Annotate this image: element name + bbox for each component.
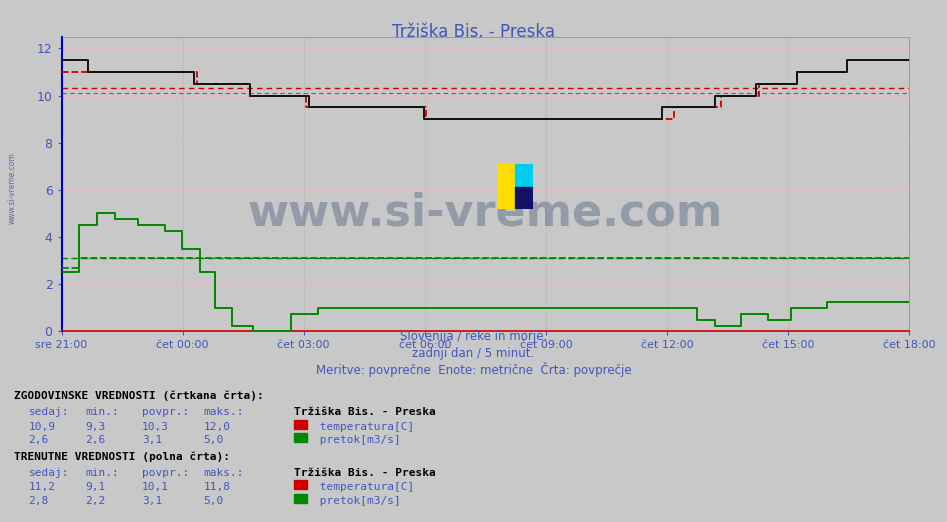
Text: 10,3: 10,3 xyxy=(142,422,170,432)
Text: 10,9: 10,9 xyxy=(28,422,56,432)
Text: 9,3: 9,3 xyxy=(85,422,105,432)
Text: Tržiška Bis. - Preska: Tržiška Bis. - Preska xyxy=(294,407,436,417)
Text: temperatura[C]: temperatura[C] xyxy=(313,422,414,432)
Text: 2,6: 2,6 xyxy=(85,435,105,445)
Text: www.si-vreme.com: www.si-vreme.com xyxy=(248,192,723,235)
Text: 5,0: 5,0 xyxy=(204,496,223,506)
Text: min.:: min.: xyxy=(85,468,119,478)
Bar xyxy=(497,164,515,209)
Text: pretok[m3/s]: pretok[m3/s] xyxy=(313,496,401,506)
Text: 2,8: 2,8 xyxy=(28,496,48,506)
Text: 2,6: 2,6 xyxy=(28,435,48,445)
Text: 5,0: 5,0 xyxy=(204,435,223,445)
Text: Meritve: povprečne  Enote: metrične  Črta: povprečje: Meritve: povprečne Enote: metrične Črta:… xyxy=(315,362,632,377)
Text: 3,1: 3,1 xyxy=(142,435,162,445)
Text: ZGODOVINSKE VREDNOSTI (črtkana črta):: ZGODOVINSKE VREDNOSTI (črtkana črta): xyxy=(14,391,264,401)
Text: povpr.:: povpr.: xyxy=(142,407,189,417)
Text: zadnji dan / 5 minut.: zadnji dan / 5 minut. xyxy=(412,347,535,360)
Text: 3,1: 3,1 xyxy=(142,496,162,506)
Text: sedaj:: sedaj: xyxy=(28,407,69,417)
Text: maks.:: maks.: xyxy=(204,407,244,417)
Text: min.:: min.: xyxy=(85,407,119,417)
Text: 2,2: 2,2 xyxy=(85,496,105,506)
Bar xyxy=(515,164,533,187)
Text: sedaj:: sedaj: xyxy=(28,468,69,478)
Text: pretok[m3/s]: pretok[m3/s] xyxy=(313,435,401,445)
Text: povpr.:: povpr.: xyxy=(142,468,189,478)
Text: maks.:: maks.: xyxy=(204,468,244,478)
Text: 10,1: 10,1 xyxy=(142,482,170,492)
Text: 9,1: 9,1 xyxy=(85,482,105,492)
Text: 11,8: 11,8 xyxy=(204,482,231,492)
Text: TRENUTNE VREDNOSTI (polna črta):: TRENUTNE VREDNOSTI (polna črta): xyxy=(14,452,230,462)
Text: Tržiška Bis. - Preska: Tržiška Bis. - Preska xyxy=(294,468,436,478)
Text: Tržiška Bis. - Preska: Tržiška Bis. - Preska xyxy=(392,23,555,41)
Text: Slovenija / reke in morje.: Slovenija / reke in morje. xyxy=(400,330,547,343)
Text: temperatura[C]: temperatura[C] xyxy=(313,482,414,492)
Text: 12,0: 12,0 xyxy=(204,422,231,432)
Text: www.si-vreme.com: www.si-vreme.com xyxy=(8,152,17,224)
Text: 11,2: 11,2 xyxy=(28,482,56,492)
Bar xyxy=(515,187,533,209)
